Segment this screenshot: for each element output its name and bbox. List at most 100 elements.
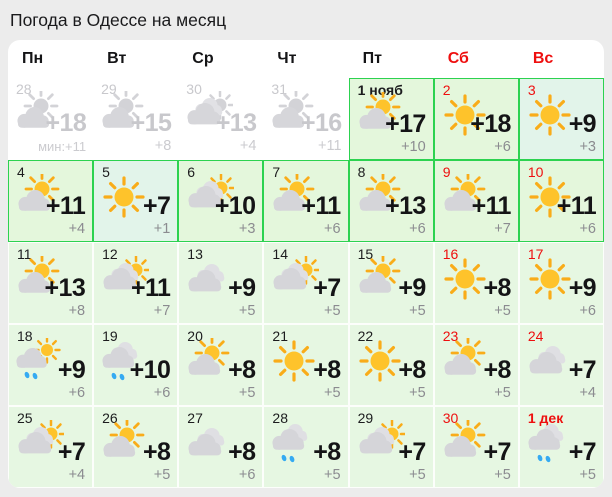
night-temperature: +5 <box>409 385 426 401</box>
day-cell[interactable]: 24 +7 +4 <box>518 324 604 406</box>
day-cell[interactable]: 31 +16 +11 <box>263 78 349 160</box>
day-cell[interactable]: 13 +9 +5 <box>178 242 264 324</box>
day-temperature: +8 <box>398 356 426 384</box>
day-temperature: +9 <box>568 110 597 138</box>
sun-icon <box>273 340 316 382</box>
day-cell[interactable]: 25 +7 +4 <box>8 406 94 488</box>
day-cell[interactable]: 6 +10 +3 <box>178 160 264 242</box>
day-cell[interactable]: 1 нояб +17 +10 <box>348 78 434 160</box>
day-temperature: +16 <box>300 109 342 137</box>
day-number: 30 <box>186 81 202 97</box>
cloud-with-sun-icon <box>103 256 150 290</box>
day-cell[interactable]: 8 +13 +6 <box>348 160 434 242</box>
day-cell[interactable]: 17 +9 +6 <box>518 242 604 324</box>
day-cell[interactable]: 19 +10 +6 <box>93 324 179 406</box>
day-temperature: +7 <box>483 438 512 466</box>
day-cell[interactable]: 28 +8 +5 <box>263 406 349 488</box>
day-cell[interactable]: 12 +11 +7 <box>93 242 179 324</box>
night-temperature: +5 <box>494 303 511 319</box>
day-number: 1 дек <box>527 410 564 426</box>
sun-icon <box>103 176 145 218</box>
day-number: 6 <box>187 164 196 180</box>
day-cell[interactable]: 30 +13 +4 <box>178 78 264 160</box>
day-temperature: +10 <box>214 192 256 220</box>
sun-behind-cloud-icon <box>18 174 60 211</box>
cloud-with-sun-icon <box>273 256 320 290</box>
day-number: 2 <box>442 82 451 98</box>
sun-behind-cloud-icon <box>359 174 400 211</box>
day-number: 13 <box>187 246 203 262</box>
day-cell[interactable]: 7 +11 +6 <box>263 160 349 242</box>
day-cell[interactable]: 10 +11 +6 <box>518 160 604 242</box>
day-number: 28 <box>16 81 32 97</box>
day-number: 25 <box>17 410 33 426</box>
day-cell[interactable]: 18 +9 +6 <box>8 324 94 406</box>
sun-behind-cloud-icon <box>444 174 486 211</box>
day-cell[interactable]: 29 +15 +8 <box>93 78 179 160</box>
day-temperature: +7 <box>142 192 171 220</box>
day-cell[interactable]: 3 +9 +3 <box>518 78 604 160</box>
night-temperature: +5 <box>494 385 511 401</box>
sun-behind-cloud-icon <box>359 256 400 293</box>
clouds-icon <box>188 428 225 456</box>
day-cell[interactable]: 27 +8 +6 <box>178 406 264 488</box>
sun-icon <box>529 258 571 300</box>
day-cell[interactable]: 4 +11 +4 <box>8 160 94 242</box>
day-cell[interactable]: 20 +8 +5 <box>178 324 264 406</box>
day-cell[interactable]: 26 +8 +5 <box>93 406 179 488</box>
weekday-label-Пт: Пт <box>362 50 382 67</box>
night-temperature: +5 <box>579 467 596 483</box>
day-number: 18 <box>17 328 33 344</box>
day-temperature: +18 <box>470 110 511 138</box>
day-cell[interactable]: 21 +8 +5 <box>263 324 349 406</box>
night-temperature: +4 <box>68 467 86 483</box>
sun-behind-cloud-icon <box>188 338 230 375</box>
day-cell[interactable]: 30 +7 +5 <box>433 406 519 488</box>
night-temperature: +6 <box>238 467 256 483</box>
night-temperature: +5 <box>409 303 426 319</box>
day-number: 3 <box>527 82 536 98</box>
day-cell[interactable]: 11 +13 +8 <box>8 242 94 324</box>
weekday-label-Вт: Вт <box>107 50 127 67</box>
day-temperature: +13 <box>215 109 257 137</box>
night-temperature: +5 <box>324 303 341 319</box>
day-cell[interactable]: 14 +7 +5 <box>263 242 349 324</box>
clouds-icon <box>529 346 566 374</box>
cloud-with-sun-icon <box>359 420 405 454</box>
sun-behind-cloud-icon <box>444 338 486 375</box>
calendar-grid: 28 +18 мин:+11 29 +15 +8 30 +13 +4 31 +16 +11 1 нояб… <box>8 78 604 488</box>
cloud-with-sun-icon <box>18 420 64 454</box>
day-temperature: +10 <box>129 356 171 384</box>
day-cell[interactable]: 15 +9 +5 <box>348 242 434 324</box>
day-cell[interactable]: 29 +7 +5 <box>348 406 434 488</box>
day-temperature: +15 <box>130 109 172 137</box>
night-temperature: +4 <box>579 385 596 401</box>
day-cell[interactable]: 23 +8 +5 <box>433 324 519 406</box>
night-temperature: +6 <box>153 385 171 401</box>
day-temperature: +8 <box>483 356 512 384</box>
weekday-label-Вс: Вс <box>532 50 554 67</box>
sun-icon <box>444 258 486 300</box>
night-temperature: +6 <box>324 221 341 237</box>
day-temperature: +11 <box>301 192 341 220</box>
sun-behind-cloud-icon <box>359 92 400 129</box>
day-cell[interactable]: 1 дек +7 +5 <box>518 406 604 488</box>
day-number: 16 <box>442 246 459 262</box>
day-number: 9 <box>442 164 451 180</box>
day-temperature: +11 <box>131 274 171 302</box>
night-temperature: мин:+11 <box>38 139 87 154</box>
day-temperature: +7 <box>568 438 597 466</box>
day-cell[interactable]: 22 +8 +5 <box>348 324 434 406</box>
weekday-label-Чт: Чт <box>277 50 297 67</box>
day-cell[interactable]: 5 +7 +1 <box>93 160 179 242</box>
day-temperature: +8 <box>142 438 171 466</box>
sun-icon <box>529 176 571 218</box>
day-cell[interactable]: 9 +11 +7 <box>433 160 519 242</box>
sun-icon <box>529 94 571 136</box>
day-number: 12 <box>102 246 118 262</box>
day-cell[interactable]: 28 +18 мин:+11 <box>8 78 94 160</box>
day-cell[interactable]: 2 +18 +6 <box>433 78 519 160</box>
day-cell[interactable]: 16 +8 +5 <box>433 242 519 324</box>
day-temperature: +7 <box>568 356 597 384</box>
night-temperature: +7 <box>153 303 171 319</box>
